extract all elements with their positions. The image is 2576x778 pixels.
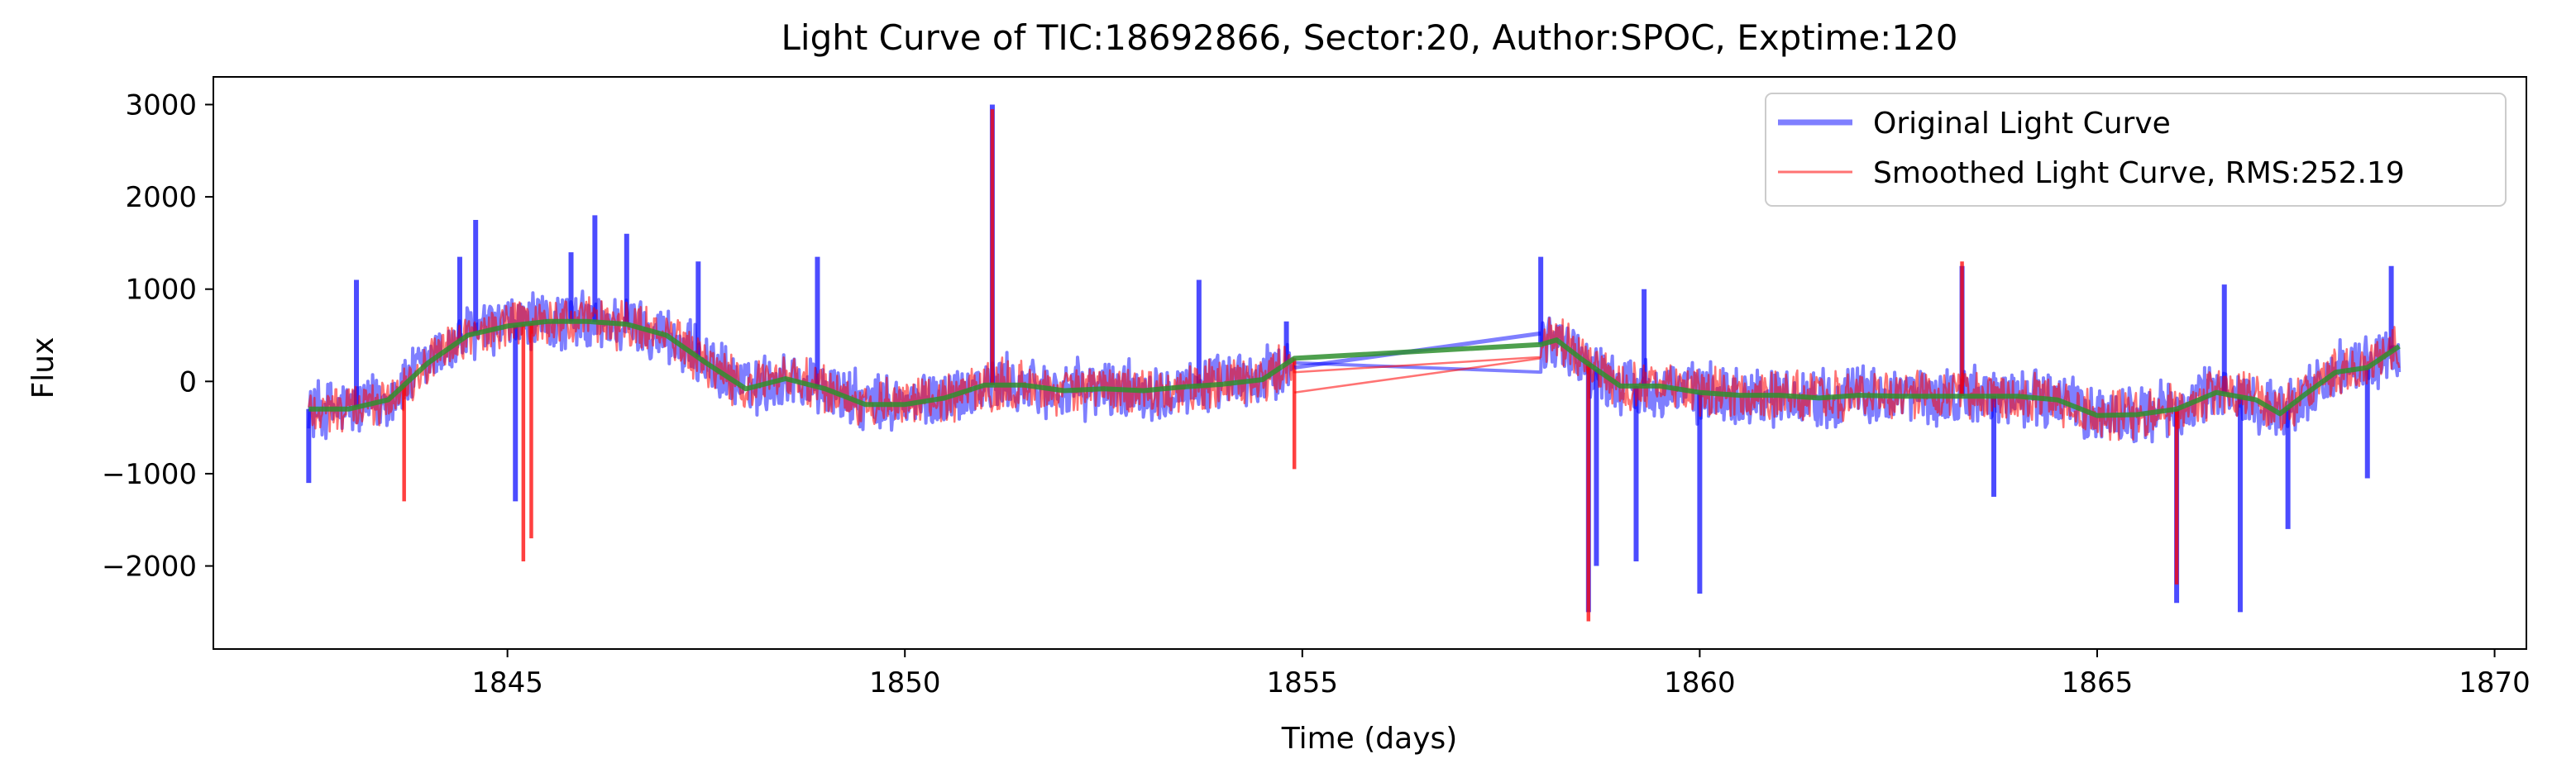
y-tick-label: 2000 xyxy=(125,181,197,214)
chart-title: Light Curve of TIC:18692866, Sector:20, … xyxy=(781,17,1958,58)
x-tick-label: 1855 xyxy=(1267,666,1339,699)
y-tick-label: 1000 xyxy=(125,274,197,307)
series-line-smoothed xyxy=(308,296,2401,442)
plot-frame xyxy=(213,76,2527,650)
x-tick-label: 1850 xyxy=(869,666,941,699)
y-tick-label: 0 xyxy=(179,365,197,399)
y-axis: −2000 −1000 0 1000 2000 3000 xyxy=(102,88,213,584)
legend-label-original: Original Light Curve xyxy=(1873,107,2171,141)
legend-label-smoothed: Smoothed Light Curve, RMS:252.19 xyxy=(1873,156,2405,190)
y-tick-label: −2000 xyxy=(102,551,197,584)
legend: Original Light Curve Smoothed Light Curv… xyxy=(1765,93,2507,207)
y-axis-label: Flux xyxy=(26,337,60,399)
x-tick-label: 1865 xyxy=(2062,666,2134,699)
y-tick-label: 3000 xyxy=(125,88,197,122)
x-axis: 1845 1850 1855 1860 1865 1870 xyxy=(471,649,2531,699)
series-layer xyxy=(306,104,2402,622)
legend-frame xyxy=(1765,93,2507,207)
x-tick-label: 1870 xyxy=(2459,666,2531,699)
x-axis-label: Time (days) xyxy=(1281,722,1458,756)
gap-connector-smoothed xyxy=(1294,357,1541,394)
x-tick-label: 1860 xyxy=(1664,666,1736,699)
y-tick-label: −1000 xyxy=(102,458,197,491)
series-line-trend xyxy=(308,318,2401,418)
x-tick-label: 1845 xyxy=(471,666,543,699)
